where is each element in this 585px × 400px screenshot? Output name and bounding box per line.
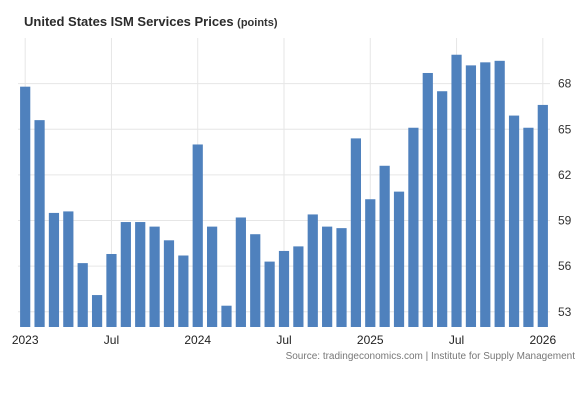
chart-title-text: United States ISM Services Prices <box>24 14 234 29</box>
bar <box>379 165 390 327</box>
y-tick-label: 68 <box>558 77 572 91</box>
bar <box>365 199 376 327</box>
x-tick-label: 2023 <box>12 333 39 347</box>
y-tick-label: 62 <box>558 168 572 182</box>
bar <box>408 127 419 328</box>
bar <box>437 91 448 327</box>
y-tick-label: 59 <box>558 214 572 228</box>
source-note: Source: tradingeconomics.com | Institute… <box>285 351 575 362</box>
bar <box>350 138 361 327</box>
x-tick-label: Jul <box>276 333 291 347</box>
chart-title: United States ISM Services Prices (point… <box>24 14 278 29</box>
y-tick-label: 56 <box>558 259 572 273</box>
bar <box>480 62 491 327</box>
bar <box>465 65 477 328</box>
bar <box>264 261 275 327</box>
bar <box>278 250 290 327</box>
bar <box>235 217 246 327</box>
y-tick-label: 53 <box>558 305 572 319</box>
bar <box>192 144 203 327</box>
bar <box>63 211 74 327</box>
bar <box>34 120 45 327</box>
x-tick-label: Jul <box>449 333 464 347</box>
bar <box>48 212 60 327</box>
x-tick-label: Jul <box>104 333 119 347</box>
x-tick-label: 2024 <box>184 333 211 347</box>
bar <box>178 255 189 327</box>
bar <box>508 115 520 327</box>
bar <box>451 54 462 328</box>
bar <box>221 305 232 327</box>
bar <box>91 295 103 327</box>
bar <box>422 72 433 327</box>
bar <box>293 246 304 327</box>
bar <box>135 222 146 327</box>
bar <box>336 228 347 327</box>
bar <box>207 226 218 327</box>
chart-unit: (points) <box>237 17 278 29</box>
bar <box>494 60 505 327</box>
bar <box>149 226 160 327</box>
bar <box>250 234 261 327</box>
bar <box>537 104 548 327</box>
bar <box>163 240 175 327</box>
bar <box>77 263 88 327</box>
y-tick-label: 65 <box>558 122 572 136</box>
bar <box>523 127 534 328</box>
bar <box>393 191 405 327</box>
x-tick-label: 2026 <box>529 333 556 347</box>
bar <box>322 226 333 327</box>
bar <box>120 222 131 327</box>
x-tick-label: 2025 <box>357 333 384 347</box>
bar <box>307 214 318 327</box>
bar <box>20 86 31 328</box>
bar <box>106 253 117 327</box>
